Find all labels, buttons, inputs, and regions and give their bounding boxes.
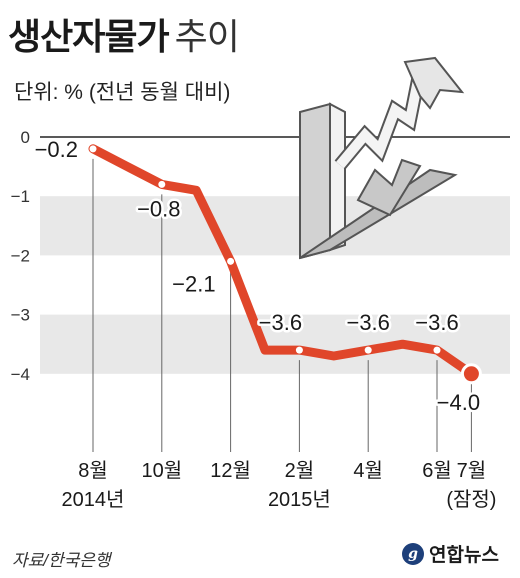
x-tick-label: 2015년 [268,488,331,511]
data-label-halo: −2.1 [172,271,215,296]
data-point [460,363,482,385]
y-tick-label: 0 [21,128,30,147]
data-label-halo: −3.6 [259,310,302,335]
x-tick-label: 12월 [210,459,251,482]
x-tick-label: 7월 [457,459,487,482]
data-label: −4.0 [437,390,480,415]
data-label: −3.6 [346,310,389,335]
brand: g 연합뉴스 [402,540,499,567]
data-label: −0.8 [137,196,180,221]
shaded-band-0 [40,196,510,256]
source-label: 자료/한국은행 [12,551,111,570]
data-label: −3.6 [415,310,458,335]
data-label-halo: −0.2 [35,137,78,162]
data-label: −2.1 [172,271,215,296]
data-label-halo: −0.8 [137,196,180,221]
x-tick-label: 2월 [285,459,315,482]
title-sub: 추이 [174,16,240,57]
unit-label: 단위: % (전년 동월 대비) [14,81,231,104]
data-point [89,145,97,153]
brand-name: 연합뉴스 [429,545,499,566]
trend-arrow-illustration [299,56,465,260]
y-tick-label: −3 [11,306,30,325]
data-point [158,180,166,188]
y-tick-label: −2 [11,246,30,265]
data-point [227,257,235,265]
y-tick-label: −1 [11,187,30,206]
title-main: 생산자물가 [8,16,170,57]
data-point [433,346,441,354]
y-tick-label: −4 [11,365,30,384]
x-tick-label: 10월 [141,459,182,482]
shaded-band-1 [40,314,510,374]
data-point [295,346,303,354]
data-label-halo: −4.0 [437,390,480,415]
x-tick-label: 8월 [78,459,108,482]
series-line [88,144,476,379]
data-label: −3.6 [259,310,302,335]
x-tick-label: 6월 [422,459,452,482]
brand-logo-icon: g [402,542,424,565]
data-label: −0.2 [35,137,78,162]
x-tick-label: (잠정) [446,488,496,511]
data-label-halo: −3.6 [415,310,458,335]
x-tick-label: 4월 [353,459,383,482]
chart-title: 생산자물가 추이 [8,8,240,60]
data-point [364,346,372,354]
data-label-halo: −3.6 [346,310,389,335]
x-tick-label: 2014년 [62,488,125,511]
